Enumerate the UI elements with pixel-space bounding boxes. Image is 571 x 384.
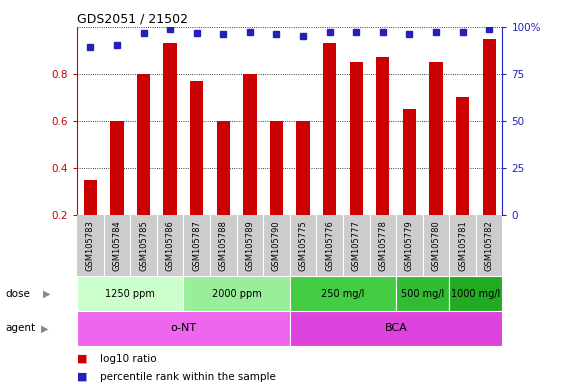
Text: 1000 mg/l: 1000 mg/l — [451, 289, 501, 299]
Text: GSM105779: GSM105779 — [405, 220, 414, 271]
Text: percentile rank within the sample: percentile rank within the sample — [100, 372, 276, 382]
Text: 2000 ppm: 2000 ppm — [212, 289, 262, 299]
Bar — [349, 62, 363, 215]
Text: 250 mg/l: 250 mg/l — [321, 289, 365, 299]
Bar — [183, 276, 290, 311]
Text: GSM105778: GSM105778 — [379, 220, 387, 271]
Bar — [110, 121, 123, 215]
Text: GSM105776: GSM105776 — [325, 220, 334, 271]
Bar — [429, 62, 443, 215]
Text: ■: ■ — [77, 354, 87, 364]
Bar — [403, 109, 416, 215]
Text: GSM105790: GSM105790 — [272, 220, 281, 271]
Text: GSM105784: GSM105784 — [112, 220, 122, 271]
Text: GSM105788: GSM105788 — [219, 220, 228, 271]
Text: GDS2051 / 21502: GDS2051 / 21502 — [77, 13, 188, 26]
Text: BCA: BCA — [385, 323, 408, 333]
Text: agent: agent — [6, 323, 36, 333]
Bar — [482, 39, 496, 215]
Bar — [163, 43, 177, 215]
Bar — [77, 276, 183, 311]
Text: GSM105777: GSM105777 — [352, 220, 361, 271]
Text: GSM105783: GSM105783 — [86, 220, 95, 271]
Bar — [289, 311, 502, 346]
Text: GSM105780: GSM105780 — [432, 220, 440, 271]
Text: ▶: ▶ — [41, 323, 49, 333]
Text: GSM105789: GSM105789 — [246, 220, 255, 271]
Bar — [323, 43, 336, 215]
Bar — [296, 121, 309, 215]
Bar — [396, 276, 449, 311]
Bar — [84, 180, 97, 215]
Bar — [456, 98, 469, 215]
Text: dose: dose — [6, 289, 31, 299]
Bar — [137, 74, 150, 215]
Text: GSM105775: GSM105775 — [299, 220, 308, 271]
Text: GSM105786: GSM105786 — [166, 220, 175, 271]
Text: GSM105782: GSM105782 — [485, 220, 494, 271]
Text: ▶: ▶ — [43, 289, 50, 299]
Bar — [289, 276, 396, 311]
Bar — [77, 311, 290, 346]
Bar — [270, 121, 283, 215]
Text: o-NT: o-NT — [170, 323, 196, 333]
Bar — [190, 81, 203, 215]
Text: 500 mg/l: 500 mg/l — [401, 289, 444, 299]
Text: GSM105781: GSM105781 — [458, 220, 467, 271]
Bar — [216, 121, 230, 215]
Bar — [243, 74, 256, 215]
Text: ■: ■ — [77, 372, 87, 382]
Text: GSM105785: GSM105785 — [139, 220, 148, 271]
Bar — [376, 58, 389, 215]
Text: 1250 ppm: 1250 ppm — [105, 289, 155, 299]
Text: log10 ratio: log10 ratio — [100, 354, 156, 364]
Bar — [449, 276, 502, 311]
Text: GSM105787: GSM105787 — [192, 220, 201, 271]
